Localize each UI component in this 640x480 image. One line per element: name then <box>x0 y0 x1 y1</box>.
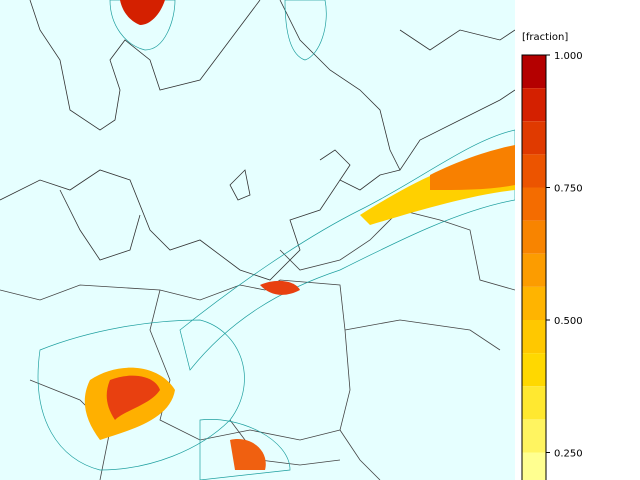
colorbar-band <box>522 386 546 420</box>
coastline <box>0 169 401 281</box>
contour <box>199 419 291 480</box>
colorbar-frame <box>521 54 547 480</box>
colorbar-band <box>522 154 546 188</box>
colorbar-band <box>522 55 546 89</box>
colorbar-band <box>522 253 546 287</box>
coastline <box>29 0 261 131</box>
colorbar-band <box>522 220 546 254</box>
colorbar: [fraction] 1.000 0.750 0.500 0.250 <box>521 32 583 480</box>
colorbar-band <box>522 88 546 122</box>
border <box>149 289 341 441</box>
colorbar-tick-label: 0.250 <box>554 449 583 460</box>
contour <box>284 0 327 61</box>
contour <box>109 0 176 51</box>
coastline <box>59 189 141 261</box>
colorbar-label: [fraction] <box>522 32 568 43</box>
coastline <box>229 169 251 201</box>
colorbar-band <box>522 353 546 387</box>
colorbar-tick-label: 0.500 <box>554 316 583 327</box>
colorbar-band <box>522 320 546 354</box>
colorbar-band <box>522 452 546 480</box>
coastline <box>399 29 515 51</box>
border <box>344 319 501 351</box>
field <box>106 375 160 420</box>
colorbar-tick-label: 1.000 <box>554 51 583 62</box>
map <box>0 0 515 480</box>
colorbar-band <box>522 419 546 453</box>
colorbar-band <box>522 187 546 221</box>
field <box>430 145 515 190</box>
field <box>120 0 165 25</box>
colorbar-tick-label: 0.750 <box>554 184 583 195</box>
colorbar-band <box>522 121 546 155</box>
field <box>260 280 300 295</box>
contour <box>37 319 245 471</box>
map-background <box>0 0 515 480</box>
coastline <box>279 0 515 171</box>
colorbar-band <box>522 286 546 320</box>
coastline <box>319 149 351 181</box>
field <box>230 439 266 470</box>
